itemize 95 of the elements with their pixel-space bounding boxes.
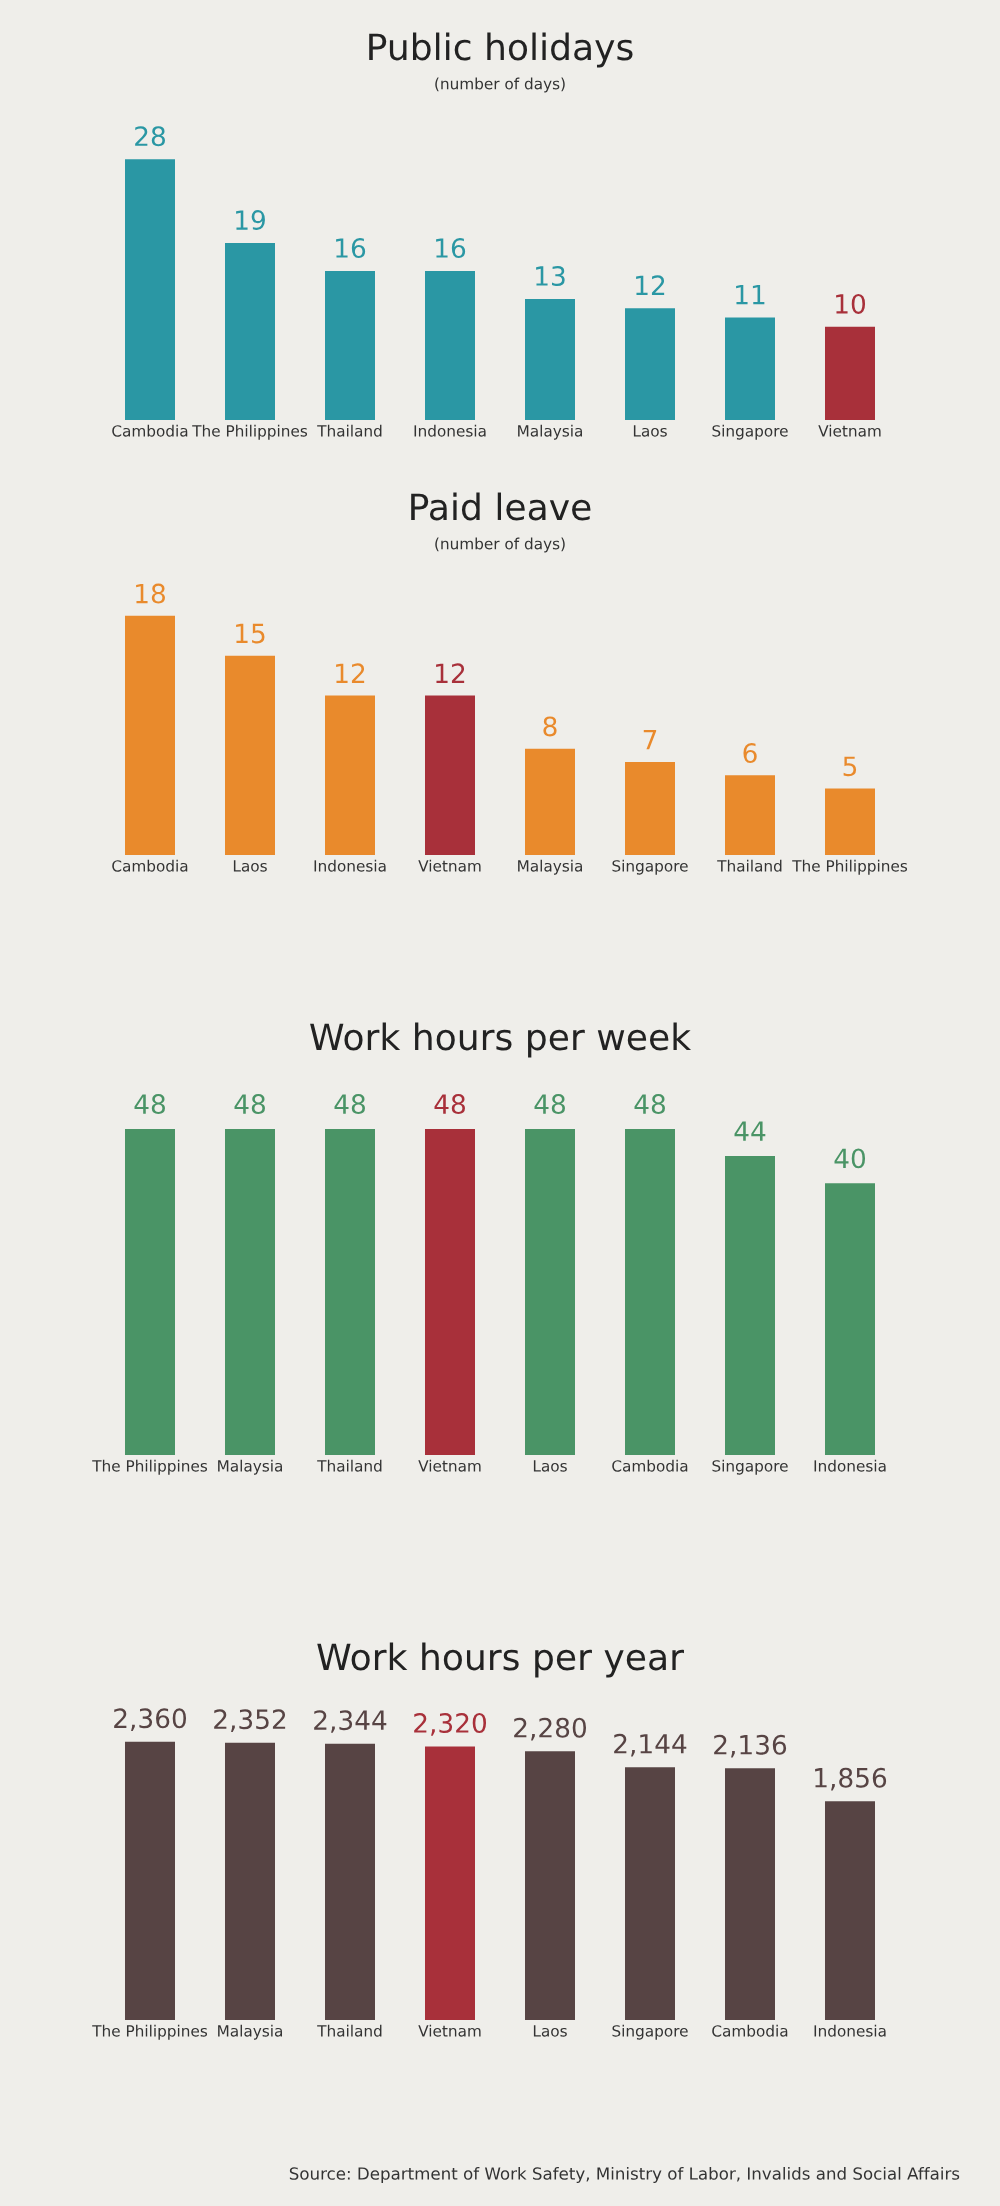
- x-tick-label: Laos: [533, 1460, 567, 1472]
- data-label: 2,144: [614, 1733, 687, 1757]
- x-tick-label: Malaysia: [218, 2024, 282, 2040]
- x-tick-label: Vietnam: [418, 1459, 481, 1472]
- data-label: 2,320: [414, 1713, 487, 1736]
- x-tick-label: Singapore: [712, 424, 788, 440]
- bar: [125, 159, 175, 420]
- data-label: 28: [135, 126, 165, 147]
- x-tick-label: Thailand: [317, 1459, 382, 1472]
- x-tick-label: Indonesia: [314, 859, 386, 872]
- x-tick-label: The Philippines: [92, 1459, 208, 1475]
- data-label: 2,280: [514, 1717, 587, 1741]
- bar: [525, 748, 575, 855]
- x-tick-label: Cambodia: [112, 424, 188, 437]
- data-label: 19: [236, 210, 265, 231]
- data-label: 10: [836, 293, 866, 314]
- data-label: 2,360: [114, 1708, 187, 1731]
- x-tick-label: Thailand: [717, 859, 782, 872]
- data-label: 12: [336, 663, 365, 683]
- x-tick-label: Thailand: [317, 424, 382, 437]
- x-tick-label: Indonesia: [414, 424, 486, 437]
- data-label: 48: [234, 1094, 265, 1115]
- data-label: 48: [634, 1094, 665, 1115]
- data-label: 6: [743, 743, 757, 763]
- x-tick-label: The Philippines: [192, 424, 308, 440]
- bar: [125, 1741, 175, 2020]
- x-tick-label: Laos: [633, 425, 667, 437]
- bar: [425, 1746, 475, 2020]
- data-label: 48: [534, 1094, 565, 1115]
- data-label: 2,136: [714, 1734, 787, 1758]
- bar: [725, 775, 775, 855]
- data-label: 13: [536, 265, 565, 286]
- data-label: 2,352: [214, 1709, 286, 1732]
- chart-subtitle: (number of days): [435, 537, 565, 553]
- bar: [225, 1742, 275, 2020]
- data-label: 7: [643, 730, 657, 750]
- data-label: 12: [636, 275, 665, 295]
- bar: [325, 695, 375, 855]
- x-tick-label: Thailand: [317, 2024, 382, 2037]
- x-tick-label: Vietnam: [418, 859, 481, 872]
- bar: [225, 655, 275, 855]
- bar: [625, 762, 675, 855]
- bar: [425, 695, 475, 855]
- x-tick-label: Vietnam: [818, 424, 881, 437]
- bar: [625, 308, 675, 420]
- x-tick-label: Malaysia: [518, 859, 582, 875]
- bar: [525, 1751, 575, 2020]
- x-tick-label: Cambodia: [712, 2024, 788, 2037]
- x-tick-label: Vietnam: [418, 2024, 481, 2037]
- x-tick-label: The Philippines: [92, 2024, 208, 2040]
- data-label: 15: [236, 623, 265, 644]
- bar: [825, 326, 875, 420]
- data-label: 48: [434, 1094, 465, 1115]
- bar: [125, 615, 175, 855]
- data-label: 1,856: [815, 1767, 887, 1791]
- data-label: 16: [436, 238, 466, 258]
- bar: [525, 298, 575, 420]
- x-tick-label: Laos: [233, 860, 267, 872]
- bar: [825, 1801, 875, 2020]
- data-label: 44: [734, 1121, 766, 1141]
- data-label: 12: [436, 663, 465, 683]
- bar: [625, 1767, 675, 2020]
- x-tick-label: Singapore: [612, 859, 688, 875]
- bar: [325, 1743, 375, 2020]
- chart-title: Work hours per week: [310, 1022, 692, 1058]
- data-label: 2,344: [314, 1710, 387, 1733]
- data-label: 16: [336, 238, 366, 258]
- bar: [725, 317, 775, 420]
- data-label: 18: [136, 583, 165, 604]
- data-label: 40: [834, 1148, 866, 1169]
- x-tick-label: Singapore: [612, 2024, 688, 2040]
- x-tick-label: Cambodia: [112, 859, 188, 872]
- bar: [325, 270, 375, 420]
- x-tick-label: Singapore: [712, 1459, 788, 1475]
- data-label: 8: [543, 716, 557, 737]
- x-tick-label: Laos: [533, 2025, 567, 2037]
- source-note: Source: Department of Work Safety, Ministry of Labor, Invalids and Social Affairs: [289, 2166, 960, 2184]
- bar: [225, 242, 275, 420]
- x-tick-label: Indonesia: [814, 1459, 886, 1472]
- data-label: 48: [334, 1094, 365, 1115]
- x-tick-label: Malaysia: [518, 424, 582, 440]
- data-label: 48: [134, 1094, 165, 1115]
- chart-title: Public holidays: [369, 32, 633, 68]
- chart-subtitle: (number of days): [435, 77, 565, 93]
- x-tick-label: Cambodia: [612, 1459, 688, 1472]
- data-label: 5: [843, 756, 857, 777]
- bar: [825, 788, 875, 855]
- data-label: 11: [736, 284, 765, 305]
- x-tick-label: Malaysia: [218, 1459, 282, 1475]
- x-tick-label: Indonesia: [814, 2024, 886, 2037]
- x-tick-label: The Philippines: [792, 859, 908, 875]
- chart-title: Work hours per year: [317, 1642, 684, 1678]
- chart-title: Paid leave: [411, 492, 591, 521]
- bar: [425, 270, 475, 420]
- bar: [725, 1768, 775, 2020]
